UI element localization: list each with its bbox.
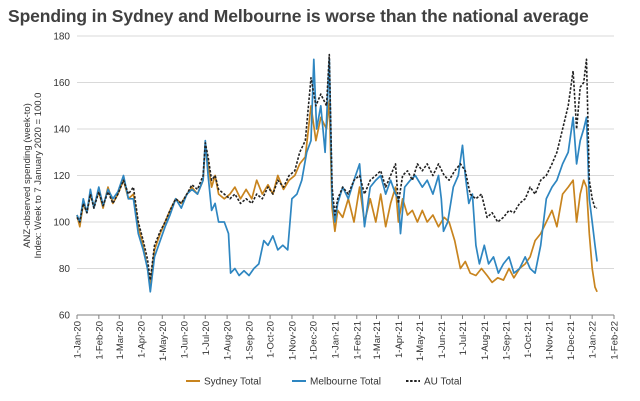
y-tick-label: 120 xyxy=(53,171,70,182)
y-axis-label-line: ANZ-observed spending (week-to) xyxy=(22,103,33,248)
gridlines xyxy=(77,35,614,269)
x-tick-label: 1-Oct-20 xyxy=(266,321,277,358)
x-tick-label: 1-Mar-21 xyxy=(372,321,383,360)
axes: 60 80 100 120 140 160 180 1-Jan-20 1-Feb-20 1-Mar… xyxy=(53,32,620,362)
x-tick-label: 1-May-21 xyxy=(415,321,426,361)
x-tick-label: 1-Apr-21 xyxy=(394,321,405,358)
y-tick-label: 100 xyxy=(53,218,70,229)
x-tick-label: 1-Dec-20 xyxy=(309,321,320,360)
y-axis-label-line: Index: Week to 7 January 2020 = 100.0 xyxy=(33,93,44,259)
x-tick-label: 1-Nov-20 xyxy=(287,321,298,360)
x-tick-label: 1-Feb-21 xyxy=(352,321,363,360)
x-tick-label: 1-Jul-21 xyxy=(458,321,469,355)
series-line-au-total xyxy=(76,53,598,281)
x-tick-label: 1-Feb-22 xyxy=(610,321,621,360)
y-tick-label: 140 xyxy=(53,125,70,136)
x-tick-label: 1-Jan-22 xyxy=(588,321,599,359)
x-tick-label: 1-Apr-20 xyxy=(137,321,148,358)
series-line-sydney-total xyxy=(76,100,598,293)
x-tick-label: 1-Jul-20 xyxy=(201,321,212,355)
x-tick-label: 1-Jun-21 xyxy=(437,321,448,359)
x-tick-label: 1-Dec-21 xyxy=(566,321,577,360)
y-axis-label: ANZ-observed spending (week-to) Index: We… xyxy=(22,93,44,259)
y-tick-label: 80 xyxy=(59,264,71,275)
x-tick-label: 1-Jan-20 xyxy=(73,321,84,359)
x-tick-label: 1-Aug-20 xyxy=(223,321,234,360)
legend-label: Sydney Total xyxy=(204,377,261,388)
y-tick-label: 60 xyxy=(59,311,71,322)
x-tick-label: 1-Nov-21 xyxy=(545,321,556,360)
x-tick-label: 1-Sep-20 xyxy=(244,321,255,360)
legend: Sydney Total Melbourne Total AU Total xyxy=(186,377,462,388)
legend-label: Melbourne Total xyxy=(310,377,381,388)
legend-label: AU Total xyxy=(424,377,462,388)
x-tick-label: 1-May-20 xyxy=(158,321,169,361)
x-tick-label: 1-Feb-20 xyxy=(94,321,105,360)
y-tick-label: 180 xyxy=(53,32,70,43)
x-tick-label: 1-Mar-20 xyxy=(115,321,126,360)
x-tick-label: 1-Jan-21 xyxy=(330,321,341,359)
x-tick-label: 1-Oct-21 xyxy=(523,321,534,358)
x-tick-label: 1-Aug-21 xyxy=(480,321,491,360)
series-lines xyxy=(76,53,598,293)
chart-title: Spending in Sydney and Melbourne is wors… xyxy=(8,6,589,26)
series-line-melbourne-total xyxy=(76,58,598,293)
y-tick-label: 160 xyxy=(53,78,70,89)
x-tick-label: 1-Jun-20 xyxy=(180,321,191,359)
x-tick-label: 1-Sep-21 xyxy=(502,321,513,360)
